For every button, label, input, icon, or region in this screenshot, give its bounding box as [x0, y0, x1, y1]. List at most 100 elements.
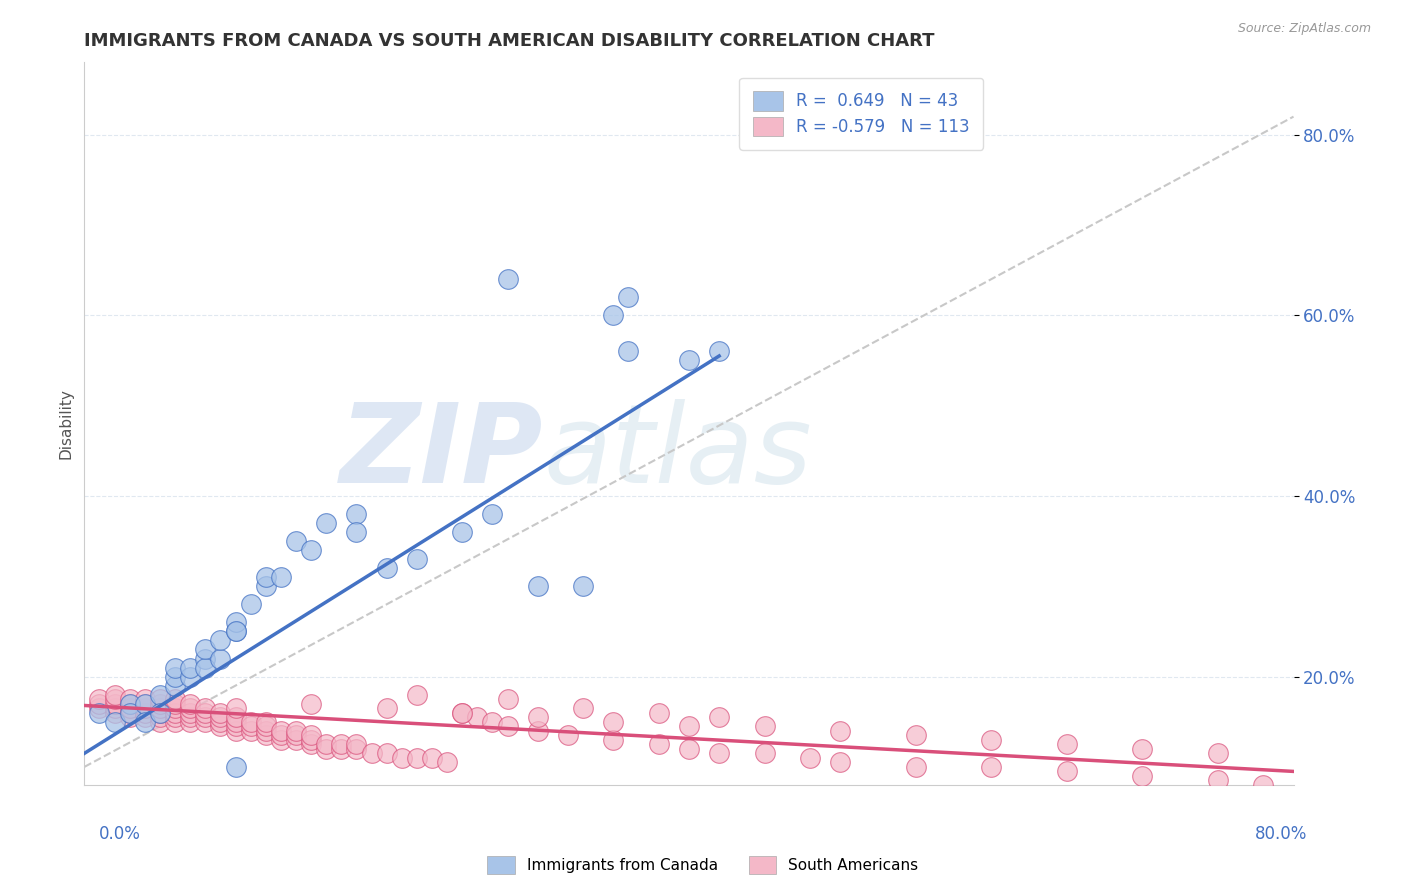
Point: [209, 706, 232, 720]
Point: [980, 732, 1002, 747]
Point: [165, 714, 187, 729]
Point: [179, 669, 201, 683]
Text: 0.0%: 0.0%: [98, 825, 141, 843]
Point: [602, 309, 624, 323]
Point: [648, 706, 671, 720]
Point: [165, 697, 187, 711]
Point: [678, 353, 700, 368]
Point: [602, 732, 624, 747]
Point: [104, 706, 127, 720]
Point: [209, 714, 232, 729]
Point: [194, 651, 217, 665]
Legend: R =  0.649   N = 43, R = -0.579   N = 113: R = 0.649 N = 43, R = -0.579 N = 113: [740, 78, 983, 150]
Point: [179, 710, 201, 724]
Point: [360, 747, 382, 761]
Point: [104, 701, 127, 715]
Point: [270, 570, 292, 584]
Point: [346, 524, 368, 539]
Point: [89, 697, 111, 711]
Point: [1056, 764, 1078, 779]
Point: [451, 706, 474, 720]
Point: [617, 344, 640, 359]
Point: [254, 723, 277, 738]
Point: [436, 756, 458, 770]
Point: [225, 624, 247, 639]
Point: [557, 728, 579, 742]
Point: [375, 701, 398, 715]
Point: [830, 756, 852, 770]
Point: [89, 706, 111, 720]
Point: [254, 579, 277, 593]
Point: [239, 714, 262, 729]
Point: [165, 701, 187, 715]
Point: [104, 688, 127, 702]
Point: [165, 660, 187, 674]
Point: [179, 701, 201, 715]
Point: [254, 728, 277, 742]
Point: [165, 669, 187, 683]
Point: [118, 692, 141, 706]
Point: [285, 534, 308, 549]
Point: [527, 723, 550, 738]
Point: [602, 714, 624, 729]
Point: [118, 706, 141, 720]
Point: [194, 714, 217, 729]
Point: [225, 710, 247, 724]
Point: [527, 579, 550, 593]
Point: [709, 344, 731, 359]
Point: [149, 688, 172, 702]
Point: [270, 728, 292, 742]
Point: [179, 714, 201, 729]
Point: [572, 701, 595, 715]
Point: [1056, 737, 1078, 751]
Point: [709, 710, 731, 724]
Point: [104, 697, 127, 711]
Point: [165, 679, 187, 693]
Point: [406, 688, 429, 702]
Point: [1206, 773, 1229, 788]
Point: [1130, 742, 1153, 756]
Point: [134, 697, 156, 711]
Point: [299, 697, 322, 711]
Point: [209, 710, 232, 724]
Point: [254, 714, 277, 729]
Point: [270, 732, 292, 747]
Point: [451, 524, 474, 539]
Y-axis label: Disability: Disability: [58, 388, 73, 459]
Point: [149, 697, 172, 711]
Point: [527, 710, 550, 724]
Point: [1253, 778, 1275, 792]
Point: [467, 710, 489, 724]
Point: [225, 624, 247, 639]
Point: [149, 710, 172, 724]
Point: [285, 723, 308, 738]
Point: [225, 760, 247, 774]
Point: [980, 760, 1002, 774]
Point: [254, 719, 277, 733]
Point: [165, 710, 187, 724]
Point: [346, 507, 368, 521]
Point: [118, 701, 141, 715]
Point: [194, 660, 217, 674]
Point: [149, 692, 172, 706]
Point: [209, 633, 232, 648]
Point: [496, 719, 519, 733]
Text: ZIP: ZIP: [340, 399, 544, 506]
Point: [134, 701, 156, 715]
Text: 80.0%: 80.0%: [1256, 825, 1308, 843]
Point: [481, 714, 503, 729]
Point: [194, 642, 217, 657]
Point: [239, 719, 262, 733]
Point: [134, 697, 156, 711]
Point: [1206, 747, 1229, 761]
Point: [134, 692, 156, 706]
Point: [194, 701, 217, 715]
Point: [118, 706, 141, 720]
Point: [179, 697, 201, 711]
Point: [149, 706, 172, 720]
Point: [179, 660, 201, 674]
Point: [315, 742, 337, 756]
Point: [330, 737, 353, 751]
Point: [406, 751, 429, 765]
Legend: Immigrants from Canada, South Americans: Immigrants from Canada, South Americans: [481, 850, 925, 880]
